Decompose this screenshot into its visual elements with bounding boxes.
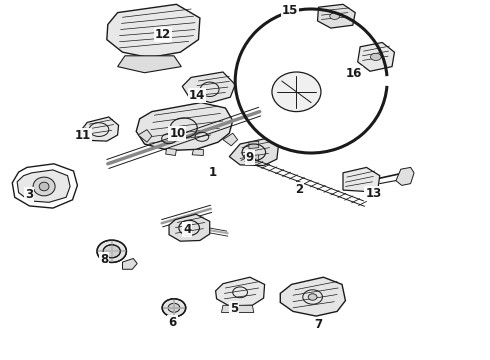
Text: 11: 11 xyxy=(75,129,92,141)
Polygon shape xyxy=(17,170,70,202)
Polygon shape xyxy=(79,128,88,135)
Ellipse shape xyxy=(103,245,121,258)
Ellipse shape xyxy=(97,240,126,262)
Ellipse shape xyxy=(33,177,55,196)
Polygon shape xyxy=(79,117,119,141)
Polygon shape xyxy=(107,4,200,58)
Text: 1: 1 xyxy=(209,166,217,179)
Text: 15: 15 xyxy=(282,4,298,17)
Polygon shape xyxy=(280,277,345,316)
Polygon shape xyxy=(118,56,181,73)
Polygon shape xyxy=(318,4,355,28)
Polygon shape xyxy=(229,139,278,166)
Text: 6: 6 xyxy=(169,316,176,329)
Ellipse shape xyxy=(168,303,180,312)
Ellipse shape xyxy=(330,13,340,19)
Text: 7: 7 xyxy=(315,318,322,330)
Ellipse shape xyxy=(162,299,186,317)
Ellipse shape xyxy=(308,294,317,300)
Text: 4: 4 xyxy=(183,223,191,236)
Polygon shape xyxy=(138,130,152,142)
Text: 10: 10 xyxy=(169,127,186,140)
Text: 5: 5 xyxy=(230,302,238,315)
Ellipse shape xyxy=(272,72,321,112)
Polygon shape xyxy=(136,103,233,150)
Text: 12: 12 xyxy=(154,28,171,41)
Text: 16: 16 xyxy=(345,67,362,80)
Text: 13: 13 xyxy=(365,187,382,200)
Text: 9: 9 xyxy=(246,151,254,164)
Polygon shape xyxy=(166,148,176,156)
Text: 14: 14 xyxy=(189,89,205,102)
Polygon shape xyxy=(249,155,259,163)
Polygon shape xyxy=(182,72,235,103)
Text: 3: 3 xyxy=(25,188,33,201)
Polygon shape xyxy=(169,214,210,241)
Polygon shape xyxy=(249,141,259,149)
Text: 8: 8 xyxy=(100,253,108,266)
Polygon shape xyxy=(223,133,238,146)
Polygon shape xyxy=(358,42,394,71)
Ellipse shape xyxy=(39,182,49,191)
Ellipse shape xyxy=(370,53,381,60)
Polygon shape xyxy=(221,305,254,312)
Polygon shape xyxy=(396,167,414,185)
Polygon shape xyxy=(343,167,380,192)
Polygon shape xyxy=(122,258,137,269)
Text: 2: 2 xyxy=(295,183,303,195)
Polygon shape xyxy=(216,277,265,306)
Polygon shape xyxy=(192,149,203,156)
